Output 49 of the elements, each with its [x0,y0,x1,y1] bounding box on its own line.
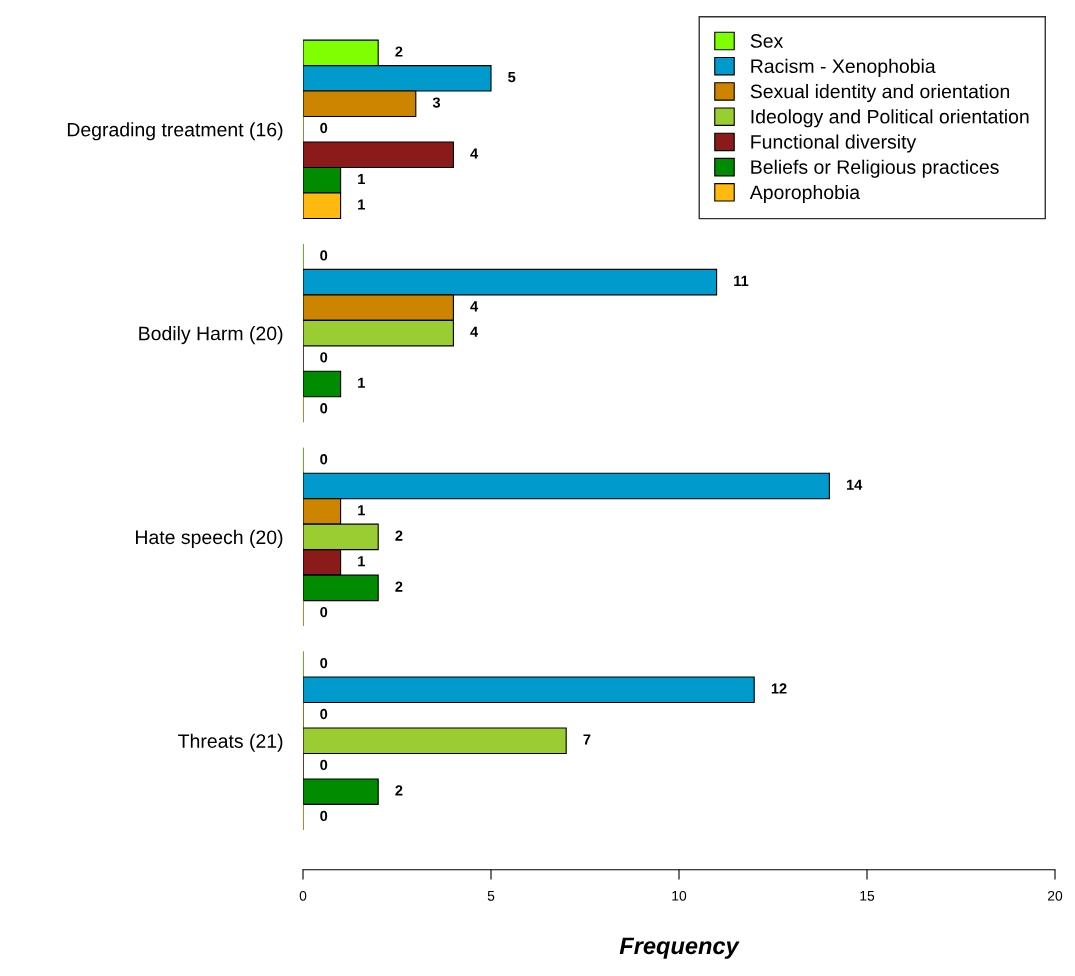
data-label: 0 [320,759,328,771]
x-tick-label: 5 [487,891,495,901]
x-tick-label: 20 [1047,890,1063,901]
data-label: 0 [320,606,328,618]
legend-label: Beliefs or Religious practices [751,159,999,178]
data-label: 3 [432,97,441,108]
y-tick-label: Threats (21) [178,733,283,752]
data-label: 2 [395,785,403,796]
data-label: 11 [734,275,749,286]
data-label: 12 [771,683,787,694]
data-label: 5 [508,72,516,83]
data-label: 4 [470,326,479,337]
x-tick-label: 0 [299,890,307,901]
data-label: 1 [358,377,365,388]
x-tick-label: 10 [672,890,687,901]
data-label: 4 [470,301,479,312]
x-tick-label: 15 [860,891,875,901]
data-label: 2 [395,581,403,592]
data-label: 2 [395,46,403,57]
data-label: 1 [358,505,365,516]
data-label: 0 [320,810,328,822]
y-tick-label: Hate speech (20) [136,529,283,548]
data-label: 1 [358,173,365,184]
bar [303,676,755,704]
data-label: 0 [320,403,328,414]
data-label: 2 [395,530,403,541]
y-tick-label: Bodily Harm (20) [139,326,283,345]
legend-label: Sex [750,34,784,48]
data-label: 0 [320,454,328,465]
data-label: 0 [320,352,328,363]
data-label: 4 [470,148,479,159]
legend-label: Sexual identity and orientation [750,84,1010,103]
legend-label: Ideology and Political orientation [751,109,1029,128]
data-label: 14 [846,479,863,490]
y-tick-label: Degrading treatment (16) [67,122,283,141]
data-label: 1 [358,199,365,210]
bar [303,727,567,755]
legend-label: Functional diversity [751,134,917,153]
data-label: 0 [320,122,328,134]
legend-label: Aporophobia [749,184,861,204]
legend-label: Racism - Xenophobia [751,58,936,77]
bar [303,370,342,398]
data-label: 7 [583,734,591,745]
bar [303,778,379,805]
data-label: 0 [320,708,328,720]
data-label: 0 [320,657,328,669]
data-label: 1 [358,556,365,567]
x-axis-title: Frequency [619,937,740,959]
data-label: 0 [320,250,328,261]
